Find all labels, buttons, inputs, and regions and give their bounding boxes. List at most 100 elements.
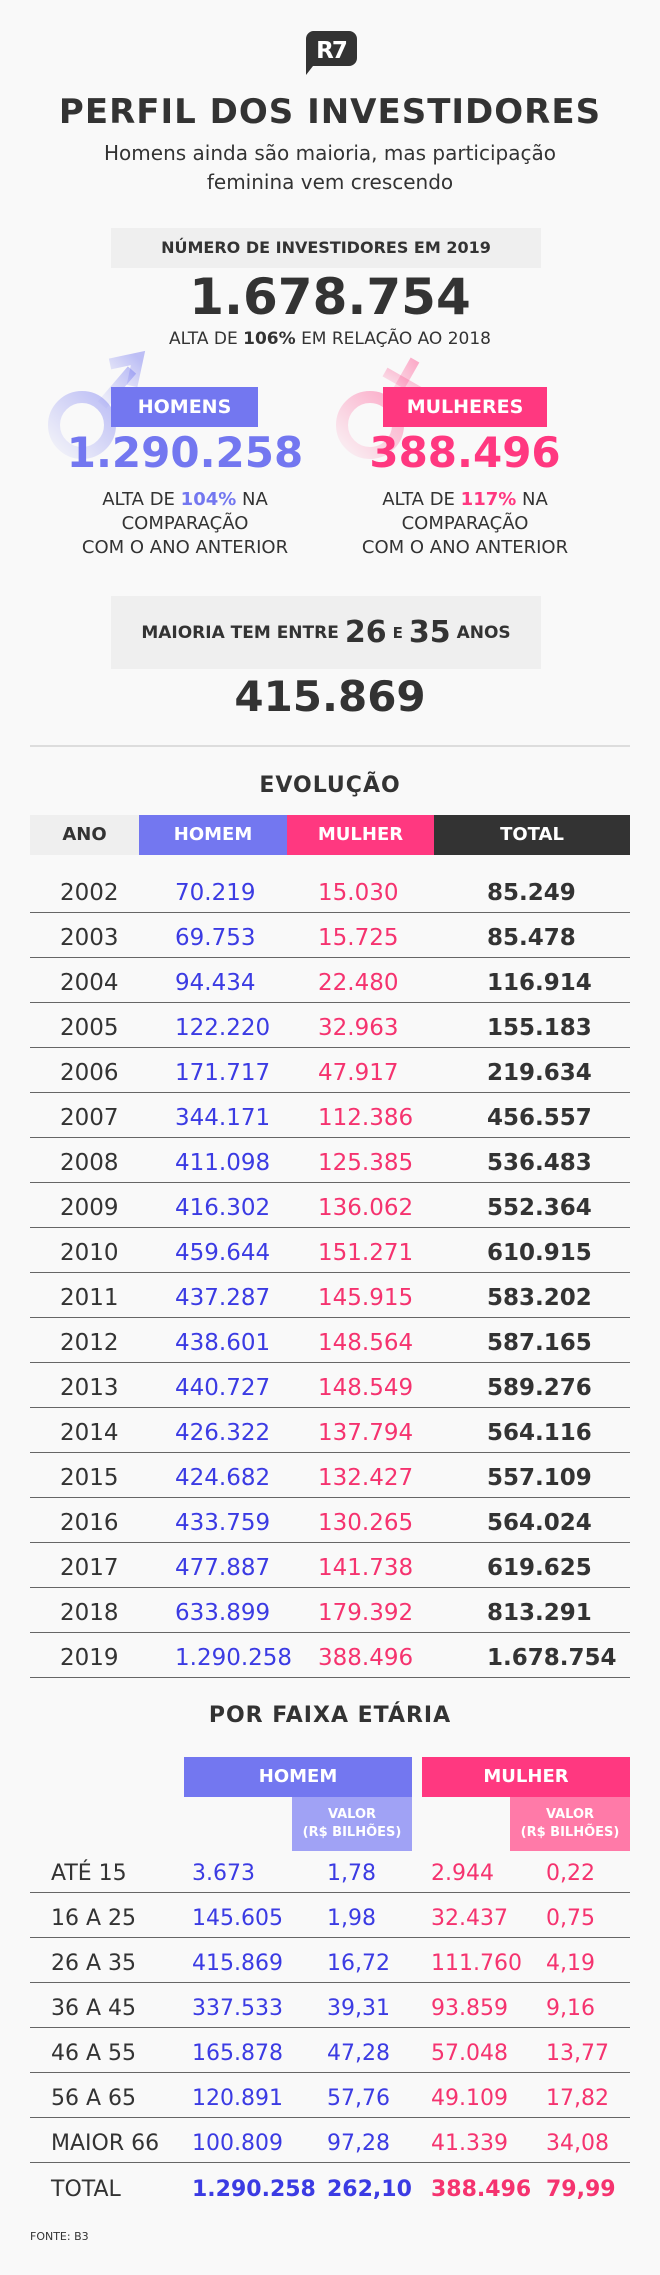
age-row: MAIOR 66 100.809 97,28 41.339 34,08 bbox=[30, 2118, 630, 2163]
cell-women: 2.944 bbox=[431, 1861, 494, 1886]
cell-men: 69.753 bbox=[175, 925, 256, 951]
evolution-row: 2002 70.219 15.030 85.249 bbox=[30, 868, 630, 913]
growth-suffix: NA bbox=[522, 489, 548, 510]
cell-women: 388.496 bbox=[431, 2177, 532, 2202]
cell-total: 155.183 bbox=[487, 1015, 592, 1041]
cell-women: 32.963 bbox=[318, 1015, 399, 1041]
cell-men-value: 57,76 bbox=[327, 2086, 390, 2111]
cell-men: 145.605 bbox=[192, 1906, 283, 1931]
cell-women: 22.480 bbox=[318, 970, 399, 996]
cell-women: 141.738 bbox=[318, 1555, 414, 1581]
cell-women-value: 4,19 bbox=[546, 1951, 595, 1976]
evolution-row: 2012 438.601 148.564 587.165 bbox=[30, 1318, 630, 1363]
cell-men: 120.891 bbox=[192, 2086, 283, 2111]
majority-value: 415.869 bbox=[234, 672, 426, 721]
cell-total: 813.291 bbox=[487, 1600, 592, 1626]
cell-women-value: 34,08 bbox=[546, 2131, 609, 2156]
growth-prefix: ALTA DE bbox=[382, 489, 455, 510]
subtitle-line: feminina vem crescendo bbox=[206, 170, 454, 194]
evolution-row: 2009 416.302 136.062 552.364 bbox=[30, 1183, 630, 1228]
cell-men: 459.644 bbox=[175, 1240, 271, 1266]
evolution-row: 2008 411.098 125.385 536.483 bbox=[30, 1138, 630, 1183]
cell-men: 70.219 bbox=[175, 880, 256, 906]
value-header-line: VALOR bbox=[545, 1807, 595, 1822]
growth-suffix: EM RELAÇÃO AO 2018 bbox=[301, 329, 491, 349]
growth-line: COMPARAÇÃO bbox=[121, 513, 249, 534]
cell-women: 130.265 bbox=[318, 1510, 414, 1536]
cell-women: 136.062 bbox=[318, 1195, 414, 1221]
cell-year: 2018 bbox=[60, 1600, 119, 1626]
cell-women: 15.030 bbox=[318, 880, 399, 906]
cell-age: 36 A 45 bbox=[51, 1996, 137, 2021]
age-row: 46 A 55 165.878 47,28 57.048 13,77 bbox=[30, 2028, 630, 2073]
cell-year: 2003 bbox=[60, 925, 119, 951]
age-header-women: MULHER bbox=[422, 1757, 630, 1797]
cell-men: 433.759 bbox=[175, 1510, 271, 1536]
cell-year: 2016 bbox=[60, 1510, 119, 1536]
cell-year: 2010 bbox=[60, 1240, 119, 1266]
evolution-row: 2010 459.644 151.271 610.915 bbox=[30, 1228, 630, 1273]
cell-women-value: 0,22 bbox=[546, 1861, 595, 1886]
cell-year: 2009 bbox=[60, 1195, 119, 1221]
cell-total: 589.276 bbox=[487, 1375, 592, 1401]
cell-total: 564.116 bbox=[487, 1420, 592, 1446]
cell-men-value: 47,28 bbox=[327, 2041, 390, 2066]
majority-prefix: MAIORIA TEM ENTRE bbox=[141, 622, 339, 643]
cell-age: ATÉ 15 bbox=[51, 1861, 127, 1886]
evolution-title: EVOLUÇÃO bbox=[259, 773, 401, 798]
value-header-line: (R$ BILHÕES) bbox=[302, 1825, 402, 1840]
cell-total: 557.109 bbox=[487, 1465, 592, 1491]
age-row: 16 A 25 145.605 1,98 32.437 0,75 bbox=[30, 1893, 630, 1938]
cell-men: 440.727 bbox=[175, 1375, 271, 1401]
cell-women-value: 79,99 bbox=[546, 2177, 616, 2202]
evolution-row: 2015 424.682 132.427 557.109 bbox=[30, 1453, 630, 1498]
cell-year: 2013 bbox=[60, 1375, 119, 1401]
majority-age-box: MAIORIA TEM ENTRE 26 E 35 ANOS bbox=[111, 596, 541, 669]
evolution-row: 2004 94.434 22.480 116.914 bbox=[30, 958, 630, 1003]
r7-logo: R7 bbox=[305, 31, 357, 75]
cell-men: 165.878 bbox=[192, 2041, 283, 2066]
cell-women-value: 0,75 bbox=[546, 1906, 595, 1931]
cell-women: 57.048 bbox=[431, 2041, 508, 2066]
cell-total: 583.202 bbox=[487, 1285, 592, 1311]
cell-men: 171.717 bbox=[175, 1060, 271, 1086]
cell-year: 2007 bbox=[60, 1105, 119, 1131]
growth-line: COM O ANO ANTERIOR bbox=[361, 537, 569, 558]
page-subtitle: Homens ainda são maioria, mas participaç… bbox=[0, 139, 660, 197]
men-label: HOMENS bbox=[111, 387, 258, 427]
cell-women-value: 9,16 bbox=[546, 1996, 595, 2021]
growth-prefix: ALTA DE bbox=[169, 329, 238, 349]
growth-line: COM O ANO ANTERIOR bbox=[81, 537, 289, 558]
growth-suffix: NA bbox=[242, 489, 268, 510]
cell-total: 85.478 bbox=[487, 925, 576, 951]
cell-women: 151.271 bbox=[318, 1240, 414, 1266]
svg-text:R7: R7 bbox=[316, 38, 347, 64]
cell-women: 148.564 bbox=[318, 1330, 414, 1356]
cell-age: 16 A 25 bbox=[51, 1906, 137, 1931]
cell-men: 426.322 bbox=[175, 1420, 271, 1446]
evolution-row: 2006 171.717 47.917 219.634 bbox=[30, 1048, 630, 1093]
majority-suffix: ANOS bbox=[456, 622, 511, 643]
growth-value: 106% bbox=[243, 329, 296, 349]
cell-women: 145.915 bbox=[318, 1285, 414, 1311]
growth-value: 104% bbox=[180, 489, 237, 510]
cell-men: 633.899 bbox=[175, 1600, 271, 1626]
cell-men-value: 39,31 bbox=[327, 1996, 390, 2021]
cell-men: 438.601 bbox=[175, 1330, 271, 1356]
cell-women-value: 17,82 bbox=[546, 2086, 609, 2111]
growth-line: COMPARAÇÃO bbox=[401, 513, 529, 534]
evolution-row: 2014 426.322 137.794 564.116 bbox=[30, 1408, 630, 1453]
cell-women: 111.760 bbox=[431, 1951, 522, 1976]
cell-age: MAIOR 66 bbox=[51, 2131, 160, 2156]
cell-age: 56 A 65 bbox=[51, 2086, 137, 2111]
age-total-row: TOTAL 1.290.258 262,10 388.496 79,99 bbox=[30, 2163, 630, 2208]
evolution-row: 2011 437.287 145.915 583.202 bbox=[30, 1273, 630, 1318]
cell-men: 411.098 bbox=[175, 1150, 271, 1176]
source-note: FONTE: B3 bbox=[30, 2230, 89, 2243]
cell-men: 337.533 bbox=[192, 1996, 283, 2021]
evolution-row: 2003 69.753 15.725 85.478 bbox=[30, 913, 630, 958]
cell-men-value: 97,28 bbox=[327, 2131, 390, 2156]
header-total: TOTAL bbox=[434, 815, 630, 855]
men-growth: ALTA DE 104% NA COMPARAÇÃO COM O ANO ANT… bbox=[55, 488, 315, 560]
cell-total: 587.165 bbox=[487, 1330, 592, 1356]
